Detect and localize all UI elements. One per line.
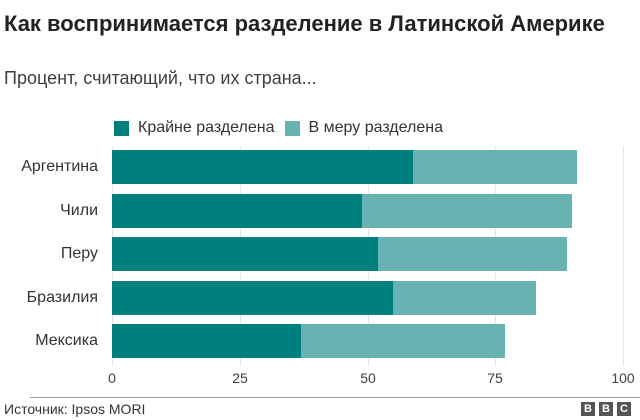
legend-swatch-moderate — [284, 120, 300, 136]
x-tick-label: 75 — [487, 370, 503, 386]
category-label: Бразилия — [26, 289, 98, 306]
legend-item-moderate: В меру разделена — [284, 119, 443, 137]
bar-extreme — [112, 281, 394, 315]
bar-moderate — [362, 194, 572, 228]
bbc-logo-letter: B — [581, 402, 595, 416]
x-tick-label: 0 — [108, 370, 116, 386]
category-label: Чили — [60, 202, 98, 219]
chart-subtitle: Процент, считающий, что их страна... — [4, 68, 317, 88]
legend-item-extreme: Крайне разделена — [114, 119, 275, 137]
bar-extreme — [112, 324, 302, 358]
bar-moderate — [413, 150, 577, 184]
legend-label-extreme: Крайне разделена — [138, 119, 275, 136]
bbc-logo: B B C — [577, 402, 631, 416]
category-label: Мексика — [35, 332, 98, 349]
x-tick-label: 100 — [611, 370, 635, 386]
bar-extreme — [112, 150, 414, 184]
gridline — [623, 146, 624, 366]
category-label: Аргентина — [21, 158, 98, 175]
bar-extreme — [112, 194, 363, 228]
chart-title: Как воспринимается разделение в Латинско… — [4, 11, 605, 36]
legend-swatch-extreme — [114, 120, 129, 136]
footer-divider — [30, 397, 640, 398]
x-tick-label: 25 — [232, 370, 248, 386]
legend-label-moderate: В меру разделена — [308, 119, 443, 136]
bar-moderate — [377, 237, 567, 271]
x-tick-label: 50 — [360, 370, 376, 386]
source-note: Источник: Ipsos MORI — [4, 401, 146, 417]
bar-extreme — [112, 237, 378, 271]
category-label: Перу — [60, 245, 98, 262]
bar-moderate — [393, 281, 537, 315]
legend: Крайне разделена В меру разделена — [114, 118, 453, 138]
bbc-logo-letter: C — [617, 402, 631, 416]
bar-moderate — [301, 324, 506, 358]
bbc-logo-letter: B — [599, 402, 613, 416]
